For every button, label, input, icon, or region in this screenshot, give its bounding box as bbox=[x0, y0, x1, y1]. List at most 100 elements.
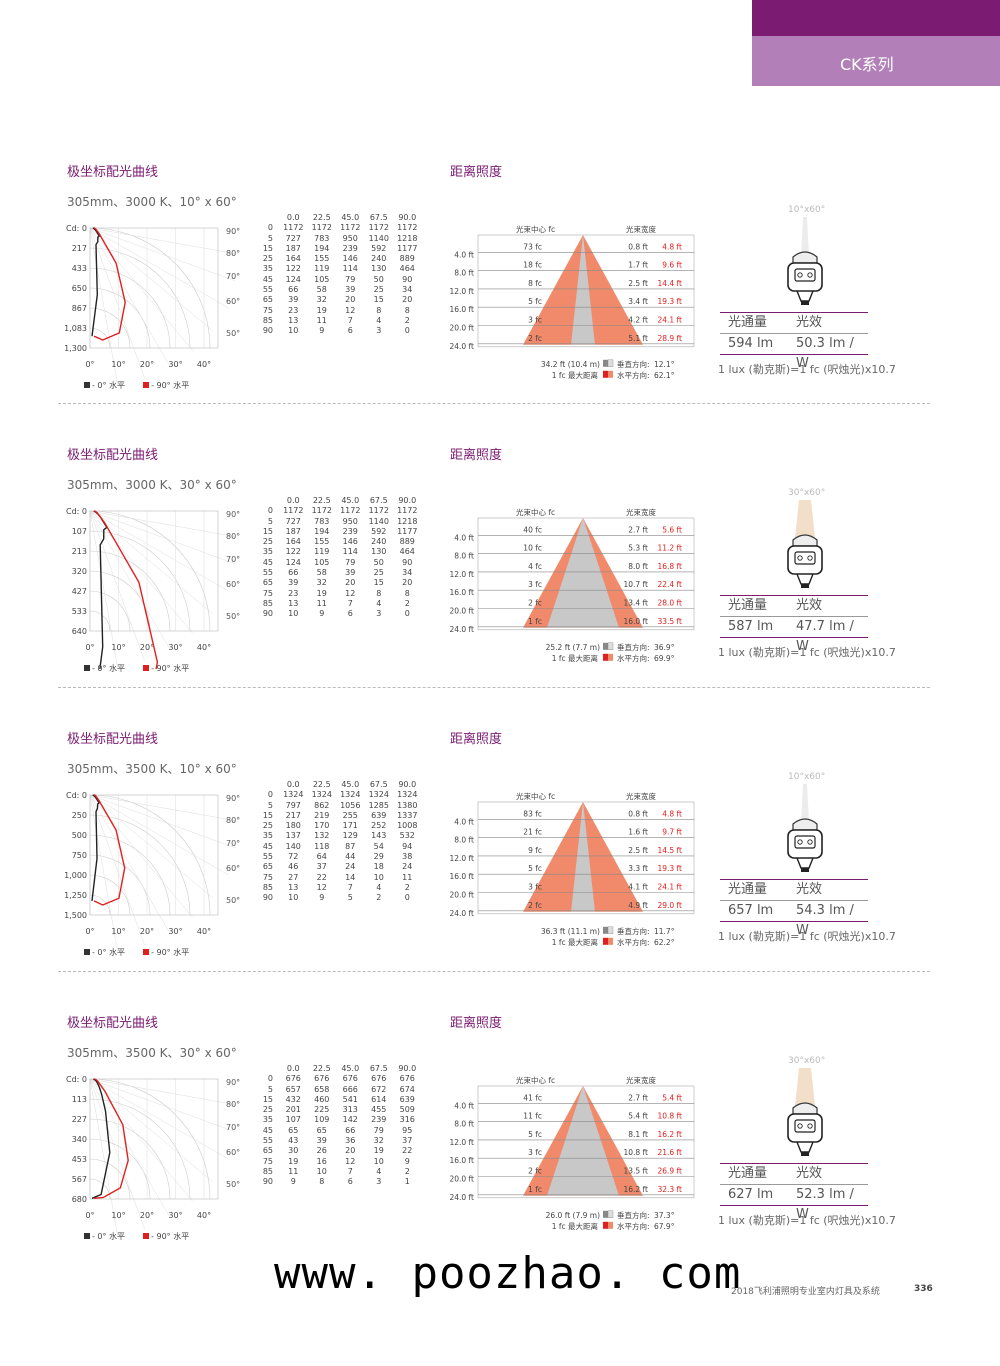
polar-frame bbox=[89, 1078, 219, 1200]
horizontal-swatch-light bbox=[608, 1221, 613, 1229]
horizontal-label: 水平方向: bbox=[617, 1221, 650, 1231]
angle-tick: 90° bbox=[226, 794, 241, 803]
angle-tick: 80° bbox=[226, 1100, 241, 1109]
lamp-panel bbox=[794, 551, 816, 565]
row-angle: 90 bbox=[262, 609, 273, 619]
polar-y-tick: 113 bbox=[72, 1095, 87, 1104]
candela-cell: 23 bbox=[288, 305, 299, 315]
angle-tick: 80° bbox=[226, 532, 241, 541]
lumen-value: 587 lm bbox=[728, 619, 774, 634]
table-col-head: 67.5 bbox=[369, 1064, 388, 1073]
candela-cell: 170 bbox=[314, 821, 330, 831]
candela-cell: 19 bbox=[316, 305, 327, 315]
candela-cell: 146 bbox=[342, 537, 358, 547]
candela-cell: 1172 bbox=[397, 506, 418, 516]
row-angle: 55 bbox=[262, 1136, 273, 1146]
distance-label: 16.0 ft bbox=[450, 305, 474, 314]
horizontal-label: 水平方向: bbox=[617, 653, 650, 663]
distance-chart: 光束中心 fc 光束宽度 4.0 ft 73 fc 0.8 ft 4.8 ft 8.0 ft… bbox=[450, 224, 695, 380]
distance-label: 16.0 ft bbox=[450, 872, 474, 881]
candela-cell: 666 bbox=[342, 1084, 358, 1094]
light-beam bbox=[795, 500, 815, 538]
candela-cell: 65 bbox=[316, 1125, 327, 1135]
width-vertical: 10.7 ft bbox=[623, 580, 648, 589]
width-horizontal: 21.6 ft bbox=[657, 1148, 682, 1157]
polar-chart: Cd: 0 217 433 650 867 1,083 1,300 0° 10° 20° 30° 40… bbox=[64, 224, 235, 386]
polar-x-tick: 40° bbox=[197, 360, 211, 369]
candela-cell: 1 bbox=[404, 1177, 410, 1187]
efficacy-label: 光效 bbox=[796, 1166, 823, 1181]
candela-cell: 1172 bbox=[311, 223, 332, 233]
beam-vertical bbox=[547, 1086, 619, 1196]
candela-cell: 9 bbox=[290, 1177, 296, 1187]
polar-grid-ray bbox=[89, 1078, 235, 1105]
vertical-swatch-light bbox=[607, 642, 614, 651]
legend-swatch-90 bbox=[143, 1233, 150, 1239]
footer-caption: 2018飞利浦照明专业室内灯具及系统 bbox=[731, 1287, 880, 1297]
beam-center-header: 光束中心 fc bbox=[516, 507, 555, 517]
table-row: 55 66 58 39 25 34 bbox=[255, 568, 422, 578]
legend-label-90: - 90° 水平 bbox=[151, 381, 190, 390]
polar-y-tick: 1,083 bbox=[64, 324, 87, 333]
polar-x-tick: 30° bbox=[168, 927, 182, 936]
spotlight-icon bbox=[787, 500, 823, 588]
candela-cell: 13 bbox=[288, 315, 299, 325]
distance-label: 8.0 ft bbox=[454, 836, 474, 845]
table-row: 35 122 119 114 130 464 bbox=[255, 547, 422, 557]
candela-cell: 201 bbox=[285, 1105, 301, 1115]
candela-cell: 164 bbox=[285, 537, 301, 547]
candela-cell: 509 bbox=[399, 1105, 415, 1115]
polar-title: 极坐标配光曲线 bbox=[67, 732, 159, 747]
polar-grid-ray bbox=[89, 227, 229, 309]
candela-cell: 79 bbox=[345, 557, 356, 567]
candela-cell: 7 bbox=[347, 1166, 353, 1176]
angle-tick: 60° bbox=[226, 580, 241, 589]
candela-cell: 114 bbox=[342, 264, 358, 274]
row-angle: 65 bbox=[262, 295, 273, 305]
table-row: 75 19 16 12 10 9 bbox=[255, 1157, 422, 1167]
width-horizontal: 16.8 ft bbox=[657, 562, 682, 571]
width-horizontal: 9.6 ft bbox=[662, 261, 682, 270]
distance-label: 20.0 ft bbox=[450, 324, 474, 333]
polar-grid-ray bbox=[89, 510, 194, 634]
vertical-swatch bbox=[603, 926, 608, 934]
polar-x-tick: 0° bbox=[85, 360, 94, 369]
beam-center-header: 光束中心 fc bbox=[516, 791, 555, 801]
section-subtitle: 305mm、3500 K、30° x 60° bbox=[67, 1046, 237, 1060]
horizontal-swatch bbox=[603, 1221, 608, 1229]
lumen-table: 光通量 光效 627 lm 52.3 lm / W bbox=[720, 1163, 868, 1222]
table-row: 55 66 58 39 25 34 bbox=[255, 285, 422, 295]
candela-cell: 592 bbox=[371, 526, 387, 536]
polar-grid-arc bbox=[89, 287, 151, 349]
candela-cell: 1172 bbox=[340, 506, 361, 516]
candela-cell: 239 bbox=[371, 1115, 387, 1125]
candela-cell: 2 bbox=[376, 893, 382, 903]
candela-cell: 1140 bbox=[368, 516, 389, 526]
beam-width-header: 光束宽度 bbox=[626, 224, 656, 234]
table-row: 90 10 9 5 2 0 bbox=[255, 893, 422, 903]
width-vertical: 0.8 ft bbox=[628, 809, 648, 818]
polar-x-tick: 10° bbox=[111, 360, 125, 369]
width-vertical: 5.3 ft bbox=[628, 544, 648, 553]
polar-x-tick: 40° bbox=[197, 1211, 211, 1220]
polar-grid-arc bbox=[89, 610, 111, 632]
efficacy-label: 光效 bbox=[796, 882, 823, 897]
horizontal-swatch bbox=[603, 937, 608, 945]
candela-cell: 13 bbox=[288, 598, 299, 608]
candela-cell: 2 bbox=[404, 598, 410, 608]
row-angle: 15 bbox=[262, 526, 273, 536]
conversion-note: 1 lux (勒克斯)=1 fc (呎烛光)x10.7 bbox=[718, 363, 896, 376]
center-fc: 40 fc bbox=[523, 525, 542, 534]
table-corner bbox=[255, 496, 279, 506]
distance-title: 距离照度 bbox=[450, 165, 503, 180]
polar-y-tick: 640 bbox=[72, 627, 87, 636]
candela-cell: 592 bbox=[371, 243, 387, 253]
polar-y-tick: 500 bbox=[72, 831, 87, 840]
polar-frame bbox=[89, 227, 219, 349]
candela-cell: 109 bbox=[314, 1115, 330, 1125]
candela-cell: 105 bbox=[314, 274, 330, 284]
vertical-swatch-light bbox=[607, 926, 614, 935]
distance-title: 距离照度 bbox=[450, 1016, 503, 1031]
candela-cell: 657 bbox=[285, 1084, 301, 1094]
candela-cell: 5 bbox=[347, 893, 353, 903]
